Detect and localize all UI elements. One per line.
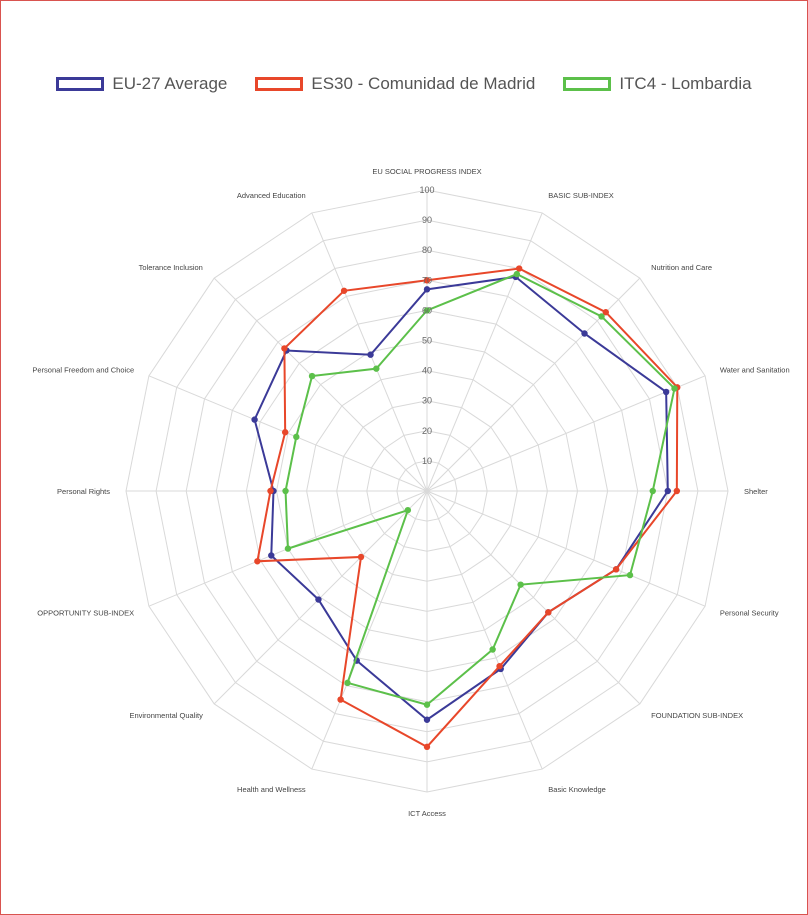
data-point	[649, 487, 656, 495]
grid-spoke	[311, 490, 428, 770]
data-point	[612, 566, 620, 573]
axis-label: Water and Sanitation	[720, 366, 790, 375]
legend-item-madrid[interactable]: ES30 - Comunidad de Madrid	[255, 74, 535, 94]
grid-spoke	[213, 277, 428, 492]
grid-spoke	[426, 375, 706, 492]
tick-label: 30	[422, 396, 432, 406]
axis-label: Advanced Education	[237, 191, 306, 200]
tick-label: 60	[422, 305, 432, 315]
axis-label: EU SOCIAL PROGRESS INDEX	[372, 167, 481, 176]
data-point	[602, 309, 609, 316]
axis-label: Personal Security	[720, 608, 779, 617]
data-point	[423, 716, 431, 723]
data-point	[545, 609, 552, 616]
data-point	[517, 581, 524, 588]
legend-swatch-eu27	[56, 77, 105, 91]
axis-label: Personal Rights	[57, 487, 110, 496]
axis-label: ICT Access	[408, 809, 446, 818]
legend-item-eu27[interactable]: EU-27 Average	[56, 74, 227, 94]
axis-label: Nutrition and Care	[651, 263, 712, 272]
data-point	[357, 553, 365, 561]
tick-label: 90	[422, 215, 432, 225]
axis-label: Health and Wellness	[237, 785, 306, 794]
data-point	[315, 596, 322, 603]
legend-item-lombardia[interactable]: ITC4 - Lombardia	[563, 74, 752, 94]
data-point	[337, 696, 344, 703]
tick-label: 70	[422, 275, 432, 285]
data-point	[673, 487, 681, 495]
data-point	[515, 265, 523, 272]
tick-label: 80	[422, 245, 432, 255]
axis-label: OPPORTUNITY SUB-INDEX	[37, 608, 134, 617]
data-point	[423, 743, 431, 751]
legend-swatch-madrid	[255, 77, 304, 91]
axis-label: Basic Knowledge	[548, 785, 606, 794]
data-point	[626, 571, 634, 579]
data-point	[423, 277, 431, 284]
data-point	[284, 545, 292, 552]
data-point	[671, 385, 678, 392]
chart-legend: EU-27 Average ES30 - Comunidad de Madrid…	[0, 74, 808, 94]
data-point	[513, 270, 521, 278]
legend-swatch-lombardia	[563, 77, 612, 91]
axis-label: BASIC SUB-INDEX	[548, 191, 613, 200]
data-point	[281, 345, 288, 352]
data-point	[423, 286, 431, 293]
axis-label: Shelter	[744, 487, 768, 496]
tick-label: 10	[422, 456, 432, 466]
data-point	[662, 388, 670, 396]
legend-label-eu27: EU-27 Average	[112, 74, 228, 93]
data-point	[367, 351, 374, 358]
data-point	[308, 372, 316, 380]
data-point	[293, 433, 300, 441]
data-point	[496, 662, 503, 670]
grid-spoke	[426, 490, 706, 607]
data-point	[404, 506, 412, 514]
axis-label: Personal Freedom and Choice	[32, 366, 134, 375]
axis-label: Environmental Quality	[129, 711, 203, 720]
data-point	[344, 679, 351, 687]
data-point	[423, 701, 431, 708]
axis-label: FOUNDATION SUB-INDEX	[651, 711, 743, 720]
data-point	[251, 416, 258, 423]
grid-spoke	[426, 490, 641, 705]
tick-label: 50	[422, 336, 432, 346]
axis-label: Tolerance Inclusion	[139, 263, 203, 272]
data-point	[267, 487, 274, 495]
data-point	[598, 313, 605, 320]
legend-label-lombardia: ITC4 - Lombardia	[619, 74, 752, 93]
data-point	[423, 307, 431, 314]
data-point	[254, 558, 261, 565]
data-point	[664, 487, 671, 495]
grid-spoke	[426, 212, 543, 492]
data-point	[340, 287, 348, 294]
grid-spoke	[426, 490, 543, 770]
data-point	[281, 429, 289, 436]
data-point	[581, 330, 588, 337]
legend-label-madrid: ES30 - Comunidad de Madrid	[311, 74, 536, 93]
data-point	[268, 552, 275, 559]
tick-label: 100	[419, 185, 434, 195]
tick-label: 40	[422, 366, 432, 376]
tick-label: 20	[422, 426, 432, 436]
data-point	[489, 646, 496, 653]
data-point	[373, 365, 380, 372]
data-point	[282, 487, 289, 495]
